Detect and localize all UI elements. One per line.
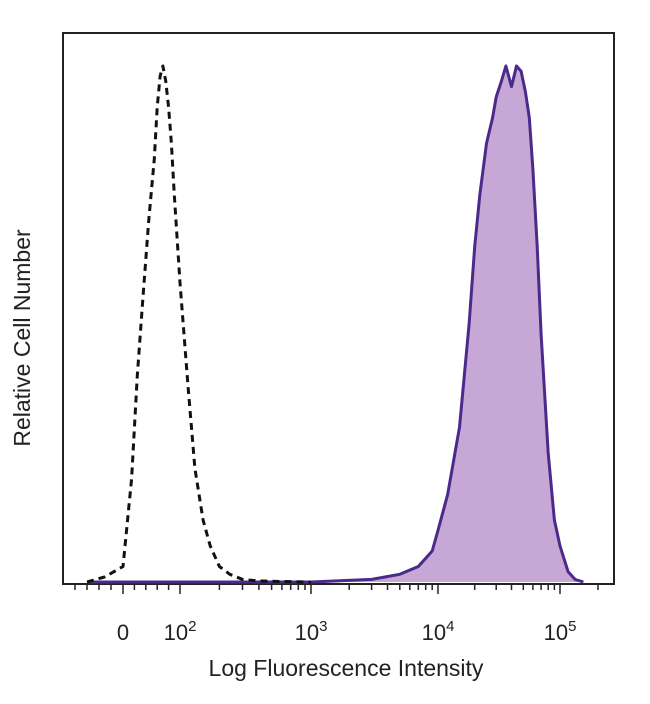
x-tick-label: 102 (164, 618, 197, 645)
x-tick-label-base: 10 (422, 620, 446, 645)
y-axis-title: Relative Cell Number (9, 229, 35, 447)
x-tick-label: 103 (295, 618, 328, 645)
series-1-area (87, 66, 584, 582)
series-0-line (86, 64, 312, 584)
x-tick-label: 105 (544, 618, 577, 645)
x-tick-label: 104 (422, 618, 455, 645)
x-axis-tick-labels: 0 102 103 104 105 (117, 618, 577, 645)
x-tick-label: 0 (117, 620, 129, 645)
x-axis-title: Log Fluorescence Intensity (209, 655, 484, 681)
x-axis-ticks (74, 584, 599, 594)
series-1-line (87, 64, 584, 584)
x-tick-label-exponent: 2 (188, 618, 196, 635)
plot-frame (62, 32, 615, 585)
x-tick-label-exponent: 3 (319, 618, 327, 635)
x-tick-label-exponent: 5 (568, 618, 576, 635)
x-tick-label-base: 10 (164, 620, 188, 645)
x-tick-label-exponent: 4 (446, 618, 454, 635)
x-tick-label-base: 10 (544, 620, 568, 645)
x-tick-label-base: 0 (117, 620, 129, 645)
series-layer (86, 64, 584, 584)
x-tick-label-base: 10 (295, 620, 319, 645)
